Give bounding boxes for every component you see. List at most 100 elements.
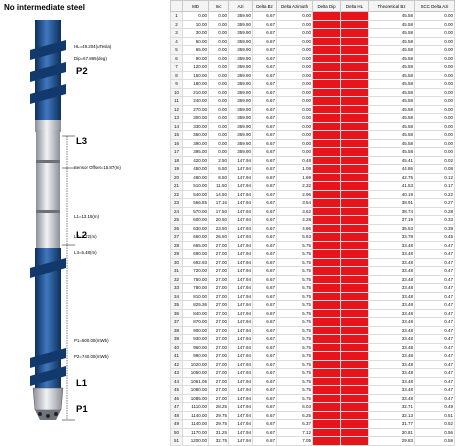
- table-row[interactable]: 48 1140.00 29.75 147.94 6.67 6.25 32.13 0.51: [170, 410, 455, 420]
- table-cell[interactable]: 147.94: [228, 206, 253, 216]
- table-cell[interactable]: 147.94: [228, 181, 253, 191]
- row-number-cell[interactable]: 3: [170, 28, 183, 38]
- table-cell[interactable]: 359.90: [228, 28, 253, 38]
- table-row[interactable]: 20 480.00 8.50 147.94 6.67 1.69 42.75 0.12: [170, 172, 455, 182]
- table-cell[interactable]: 5.63: [276, 232, 313, 242]
- table-cell[interactable]: [340, 28, 369, 38]
- table-cell[interactable]: 147.94: [228, 155, 253, 165]
- row-number-cell[interactable]: 40: [170, 342, 183, 352]
- table-row[interactable]: 49 1140.00 29.75 147.94 6.67 6.37 31.77 0.52: [170, 419, 455, 429]
- table-cell[interactable]: 0.00: [414, 53, 455, 63]
- table-cell[interactable]: 1.69: [276, 172, 313, 182]
- table-cell[interactable]: [312, 266, 341, 276]
- table-cell[interactable]: 28.25: [208, 402, 229, 412]
- table-cell[interactable]: 2.96: [276, 189, 313, 199]
- table-cell[interactable]: 0.47: [414, 240, 455, 250]
- table-cell[interactable]: 31.77: [368, 419, 415, 429]
- table-cell[interactable]: [340, 70, 369, 80]
- table-cell[interactable]: 6.67: [252, 393, 277, 403]
- table-cell[interactable]: [340, 181, 369, 191]
- table-cell[interactable]: [340, 317, 369, 327]
- table-cell[interactable]: [312, 147, 341, 157]
- table-cell[interactable]: [340, 223, 369, 233]
- table-cell[interactable]: 6.03: [276, 402, 313, 412]
- table-cell[interactable]: [312, 393, 341, 403]
- table-cell[interactable]: 6.67: [252, 28, 277, 38]
- table-cell[interactable]: [312, 300, 341, 310]
- table-cell[interactable]: 5.75: [276, 283, 313, 293]
- table-cell[interactable]: 0.00: [414, 87, 455, 97]
- table-cell[interactable]: 6.67: [252, 257, 277, 267]
- table-cell[interactable]: [340, 385, 369, 395]
- table-cell[interactable]: [340, 300, 369, 310]
- table-cell[interactable]: 147.94: [228, 325, 253, 335]
- table-cell[interactable]: [340, 87, 369, 97]
- table-cell[interactable]: 27.00: [208, 334, 229, 344]
- table-cell[interactable]: [340, 198, 369, 208]
- table-cell[interactable]: 0.00: [208, 138, 229, 148]
- table-cell[interactable]: 23.50: [208, 223, 229, 233]
- table-cell[interactable]: 6.67: [252, 291, 277, 301]
- table-cell[interactable]: [340, 11, 369, 21]
- table-cell[interactable]: 41.53: [368, 181, 415, 191]
- table-cell[interactable]: [312, 206, 341, 216]
- table-cell[interactable]: 33.48: [368, 342, 415, 352]
- table-cell[interactable]: [340, 36, 369, 46]
- row-number-cell[interactable]: 36: [170, 308, 183, 318]
- table-cell[interactable]: [312, 410, 341, 420]
- table-cell[interactable]: 6.67: [252, 206, 277, 216]
- table-cell[interactable]: 0.47: [414, 351, 455, 361]
- table-cell[interactable]: 6.67: [252, 53, 277, 63]
- table-cell[interactable]: 6.67: [252, 138, 277, 148]
- table-cell[interactable]: 6.67: [252, 385, 277, 395]
- table-cell[interactable]: 0.47: [414, 274, 455, 284]
- table-row[interactable]: 4 60.00 0.00 359.90 6.67 0.00 45.58 0.00: [170, 36, 455, 46]
- table-cell[interactable]: 750.00: [182, 274, 209, 284]
- row-number-cell[interactable]: 20: [170, 172, 183, 182]
- table-cell[interactable]: 359.90: [228, 53, 253, 63]
- row-number-cell[interactable]: 32: [170, 274, 183, 284]
- row-number-cell[interactable]: 33: [170, 283, 183, 293]
- table-cell[interactable]: 1140.00: [182, 410, 209, 420]
- table-cell[interactable]: 6.67: [252, 215, 277, 225]
- table-cell[interactable]: 395.00: [182, 147, 209, 157]
- table-cell[interactable]: [312, 45, 341, 55]
- table-cell[interactable]: 0.47: [414, 334, 455, 344]
- table-row[interactable]: 46 1085.00 27.00 147.94 6.67 5.75 33.48 0.47: [170, 393, 455, 403]
- table-row[interactable]: 14 330.00 0.00 359.90 6.67 0.00 45.58 0.00: [170, 121, 455, 131]
- table-cell[interactable]: [312, 121, 341, 131]
- table-cell[interactable]: 6.67: [252, 19, 277, 29]
- table-cell[interactable]: 0.00: [208, 28, 229, 38]
- table-cell[interactable]: 27.00: [208, 368, 229, 378]
- row-number-cell[interactable]: 51: [170, 436, 183, 446]
- table-cell[interactable]: 0.00: [208, 96, 229, 106]
- table-cell[interactable]: [312, 385, 341, 395]
- table-cell[interactable]: 6.67: [252, 317, 277, 327]
- table-cell[interactable]: 6.67: [252, 334, 277, 344]
- table-cell[interactable]: 359.90: [228, 113, 253, 123]
- table-cell[interactable]: 6.67: [252, 45, 277, 55]
- table-row[interactable]: 40 960.00 27.00 147.94 6.67 5.75 33.48 0.47: [170, 342, 455, 352]
- table-cell[interactable]: 1140.00: [182, 419, 209, 429]
- row-number-cell[interactable]: 50: [170, 427, 183, 437]
- table-cell[interactable]: 6.67: [252, 266, 277, 276]
- table-cell[interactable]: [312, 198, 341, 208]
- table-row[interactable]: 7 120.00 0.00 359.90 6.67 0.00 45.58 0.00: [170, 62, 455, 72]
- table-row[interactable]: 11 240.00 0.00 359.90 6.67 0.00 45.58 0.00: [170, 96, 455, 106]
- table-row[interactable]: 50 1170.00 31.25 147.94 6.67 7.12 30.81 0.56: [170, 427, 455, 437]
- table-cell[interactable]: 5.75: [276, 351, 313, 361]
- table-cell[interactable]: 33.78: [368, 232, 415, 242]
- table-cell[interactable]: 0.00: [208, 45, 229, 55]
- row-number-cell[interactable]: 47: [170, 402, 183, 412]
- table-cell[interactable]: 147.94: [228, 257, 253, 267]
- table-cell[interactable]: 0.00: [414, 19, 455, 29]
- table-cell[interactable]: 27.00: [208, 257, 229, 267]
- table-row[interactable]: 23 566.55 17.16 147.94 6.67 3.54 38.91 0.27: [170, 198, 455, 208]
- row-number-cell[interactable]: 17: [170, 147, 183, 157]
- table-cell[interactable]: 720.00: [182, 266, 209, 276]
- table-row[interactable]: 37 870.00 27.00 147.94 6.67 5.75 33.48 0.47: [170, 317, 455, 327]
- table-cell[interactable]: [340, 138, 369, 148]
- column-header[interactable]: MD: [182, 0, 209, 12]
- table-cell[interactable]: 45.58: [368, 79, 415, 89]
- table-cell[interactable]: [340, 53, 369, 63]
